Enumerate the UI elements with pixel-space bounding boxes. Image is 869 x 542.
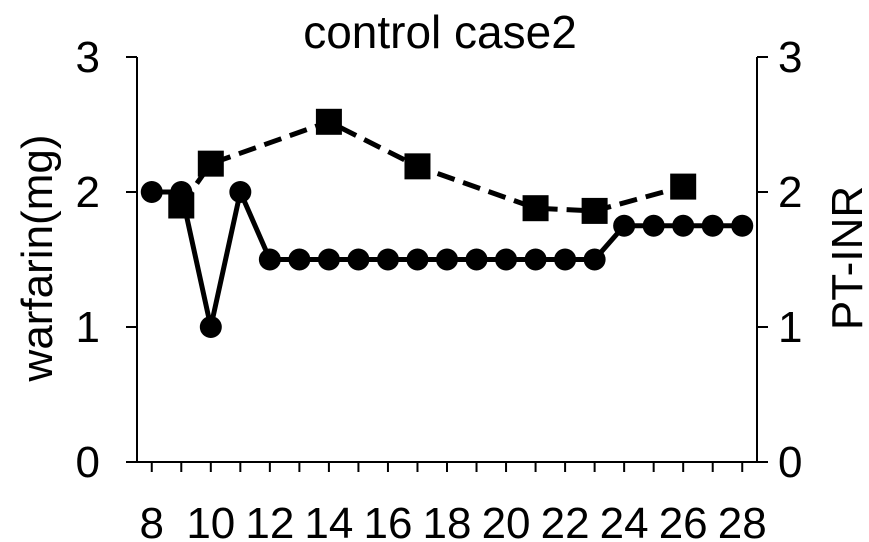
series-2-line [179, 119, 684, 214]
series-2-point [315, 108, 342, 135]
x-tick-label: 18 [423, 499, 472, 542]
series-2-point [581, 197, 608, 224]
y-tick-label-right: 2 [778, 168, 802, 217]
series-2-point [670, 173, 697, 200]
x-tick-label: 12 [245, 499, 294, 542]
x-tick-label: 26 [659, 499, 708, 542]
y-tick-label-right: 1 [778, 303, 802, 352]
y-axis-label-left: warfarin(mg) [13, 135, 62, 383]
series-1-point [613, 214, 636, 237]
x-tick-label: 22 [541, 499, 590, 542]
x-tick-label: 10 [186, 499, 235, 542]
series-2-point [404, 153, 431, 180]
series-1-point [436, 248, 458, 271]
series-1-point [406, 248, 429, 271]
series-1-point [229, 181, 252, 203]
series-layer [140, 108, 754, 338]
y-tick-label-left: 1 [76, 303, 100, 352]
x-tick-label: 28 [718, 499, 767, 542]
series-2-point [522, 195, 549, 222]
series-2-point [197, 150, 224, 177]
x-tick-label: 14 [304, 499, 353, 542]
chart-title: control case2 [303, 6, 577, 58]
y-tick-label-left: 3 [76, 33, 100, 82]
series-1-point [554, 248, 577, 271]
series-1-point [642, 214, 665, 237]
series-1-point [347, 248, 370, 271]
x-tick-label: 20 [482, 499, 531, 542]
y-tick-label-right: 0 [778, 438, 802, 487]
y-tick-label-right: 3 [778, 33, 802, 82]
y-axis-label-right: PT-INR [823, 186, 869, 330]
series-1-point [672, 214, 695, 237]
series-1-point [288, 248, 311, 271]
y-tick-label-left: 2 [76, 168, 100, 217]
y-tick-label-left: 0 [76, 438, 100, 487]
x-tick-label: 24 [600, 499, 649, 542]
series-1-point [731, 214, 754, 237]
series-1-point [495, 248, 518, 271]
series-1-point [583, 248, 606, 271]
series-1-point [258, 248, 281, 271]
axes [126, 56, 768, 472]
series-1-point [199, 316, 222, 338]
series-1-point [317, 248, 340, 271]
series-1-point [524, 248, 547, 271]
series-1-point [465, 248, 488, 271]
series-1-point [140, 181, 163, 203]
x-tick-label: 8 [140, 499, 164, 542]
x-tick-label: 16 [363, 499, 412, 542]
series-1-point [701, 214, 724, 237]
series-1-point [376, 248, 399, 271]
series-2-point [168, 192, 195, 219]
